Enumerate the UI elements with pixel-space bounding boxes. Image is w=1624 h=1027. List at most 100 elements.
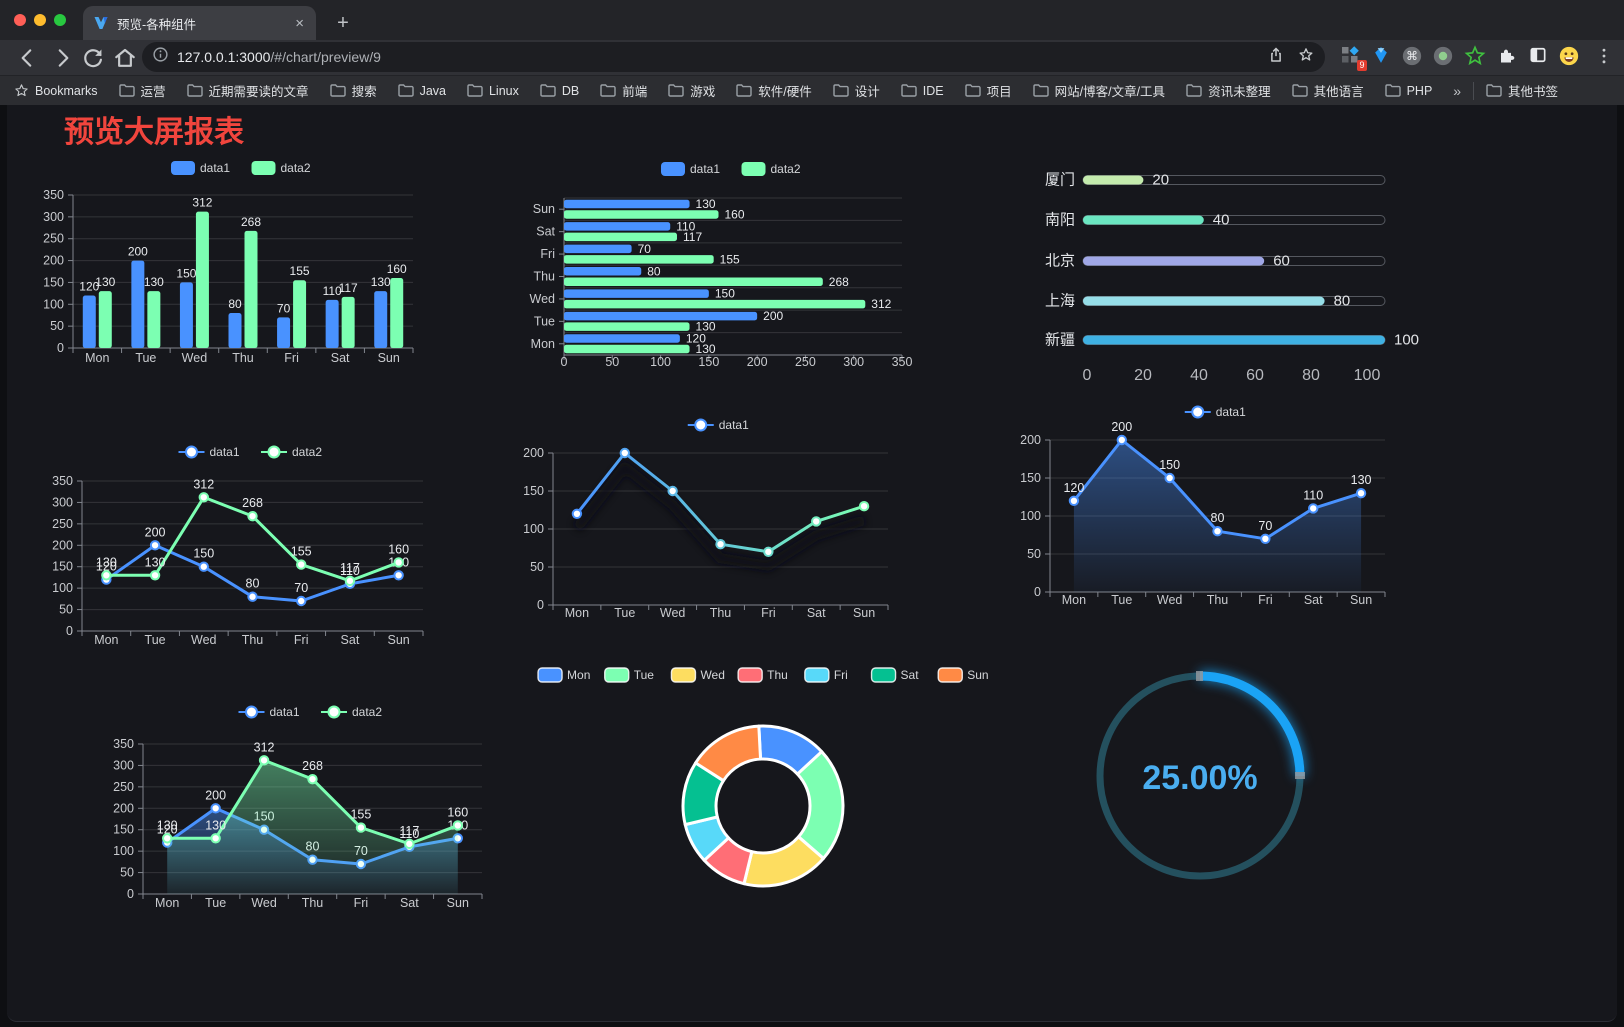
bookmark-item[interactable]: PHP: [1384, 84, 1432, 98]
site-info-icon[interactable]: [152, 46, 169, 68]
bookmark-item[interactable]: 资讯未整理: [1186, 81, 1271, 100]
folder-icon: [1186, 84, 1202, 97]
svg-text:100: 100: [1020, 509, 1041, 523]
svg-text:150: 150: [698, 355, 719, 369]
svg-text:155: 155: [291, 545, 312, 559]
svg-text:Wed: Wed: [1157, 593, 1183, 607]
window-minimize-button[interactable]: [34, 14, 46, 26]
svg-text:50: 50: [120, 866, 134, 880]
svg-text:Fri: Fri: [284, 351, 299, 365]
svg-text:300: 300: [843, 355, 864, 369]
bookmark-item[interactable]: Linux: [467, 84, 519, 98]
svg-text:Tue: Tue: [145, 633, 166, 647]
tab-close-icon[interactable]: ×: [295, 14, 304, 32]
bookmark-item[interactable]: 软件/硬件: [736, 81, 812, 100]
svg-text:Fri: Fri: [354, 896, 369, 910]
svg-text:Wed: Wed: [251, 896, 277, 910]
extension-command-icon[interactable]: ⌘: [1401, 45, 1423, 67]
window-close-button[interactable]: [14, 14, 26, 26]
svg-text:Sat: Sat: [341, 633, 360, 647]
svg-text:130: 130: [96, 555, 117, 569]
bookmark-item[interactable]: Bookmarks: [14, 83, 98, 98]
profile-emoji-icon[interactable]: [1558, 45, 1580, 67]
page-content: 预览大屏报表 data1 data2 0 50 100 150 200 250 300 350 Mo…: [7, 105, 1617, 1022]
svg-text:Tue: Tue: [1111, 593, 1132, 607]
bookmark-item[interactable]: 项目: [964, 81, 1012, 100]
svg-text:Sat: Sat: [400, 896, 419, 910]
bookmark-item[interactable]: 前端: [600, 81, 647, 100]
svg-text:312: 312: [192, 196, 212, 210]
svg-text:Thu: Thu: [232, 351, 254, 365]
svg-text:150: 150: [113, 823, 134, 837]
svg-text:150: 150: [52, 560, 73, 574]
svg-text:Sat: Sat: [807, 606, 826, 620]
bookmark-item[interactable]: 游戏: [668, 81, 715, 100]
svg-text:data1: data1: [270, 705, 300, 719]
svg-text:data2: data2: [352, 705, 382, 719]
forward-icon[interactable]: [50, 45, 76, 71]
bookmark-item[interactable]: 网站/博客/文章/工具: [1032, 81, 1165, 100]
reload-icon[interactable]: [80, 45, 106, 71]
browser-tab[interactable]: 预览-各种组件 ×: [83, 6, 316, 40]
folder-icon: [397, 84, 414, 97]
extension-dot-icon[interactable]: [1432, 45, 1454, 67]
address-bar[interactable]: 127.0.0.1:3000/#/chart/preview/9: [142, 42, 1325, 72]
folder-icon: [1291, 84, 1308, 97]
bookmark-item[interactable]: IDE: [901, 84, 944, 98]
back-icon[interactable]: [14, 45, 40, 71]
svg-text:Wed: Wed: [700, 668, 724, 682]
extension-gem-icon[interactable]: [1371, 45, 1393, 67]
svg-text:110: 110: [1303, 488, 1323, 502]
svg-text:100: 100: [1354, 367, 1381, 384]
new-tab-button[interactable]: +: [337, 12, 349, 34]
svg-text:110: 110: [676, 219, 695, 233]
svg-text:268: 268: [302, 759, 323, 773]
svg-text:50: 50: [50, 319, 64, 333]
svg-text:200: 200: [43, 254, 64, 268]
extension-star-icon[interactable]: [1464, 45, 1486, 67]
svg-text:Sat: Sat: [331, 351, 350, 365]
bookmark-item[interactable]: 搜索: [329, 81, 377, 100]
svg-text:Wed: Wed: [530, 292, 556, 306]
svg-text:300: 300: [113, 758, 134, 772]
extensions-puzzle-icon[interactable]: [1496, 45, 1518, 67]
bookmark-item[interactable]: Java: [397, 84, 446, 98]
bookmark-item[interactable]: 设计: [833, 81, 880, 100]
svg-text:268: 268: [829, 275, 849, 289]
star-icon: [15, 84, 28, 97]
svg-text:350: 350: [52, 474, 73, 488]
folder-icon: [467, 84, 483, 97]
other-bookmarks[interactable]: 其他书签: [1486, 81, 1558, 100]
svg-text:100: 100: [113, 844, 134, 858]
folder-icon: [964, 84, 981, 97]
svg-text:200: 200: [747, 355, 768, 369]
sidebar-panel-icon[interactable]: [1528, 45, 1550, 67]
extension-grid-icon[interactable]: 9: [1340, 45, 1367, 71]
area-single-chart: data1 0 50 100 150 200 Mon Tue Wed Thu Fri Sat Sun 12…: [1020, 405, 1386, 607]
line-grouped-chart: data1 data2 0 50 100 150 200 250 300 350 Mon Tue Wed…: [52, 445, 424, 647]
folder-icon: [329, 84, 346, 97]
share-icon[interactable]: [1267, 46, 1285, 69]
svg-text:80: 80: [1211, 511, 1225, 525]
window-zoom-button[interactable]: [54, 14, 66, 26]
svg-text:Mon: Mon: [531, 337, 555, 351]
svg-text:155: 155: [720, 252, 740, 266]
bookmark-star-icon[interactable]: [1297, 46, 1315, 69]
folder-icon: [833, 84, 849, 97]
bookmark-item[interactable]: 近期需要读的文章: [186, 81, 309, 100]
bookmark-item[interactable]: DB: [540, 84, 579, 98]
folder-icon: [736, 84, 752, 97]
svg-text:80: 80: [1302, 367, 1320, 384]
svg-text:117: 117: [683, 230, 702, 244]
bookmarks-divider: [1472, 81, 1474, 100]
bookmarks-overflow-chevron[interactable]: »: [1453, 82, 1461, 99]
home-icon[interactable]: [112, 45, 138, 71]
svg-text:50: 50: [605, 355, 619, 369]
bookmark-item[interactable]: 其他语言: [1291, 81, 1364, 100]
bookmark-item[interactable]: 运营: [118, 81, 166, 100]
browser-menu-icon[interactable]: [1594, 45, 1616, 67]
svg-text:150: 150: [176, 266, 196, 280]
page-title: 预览大屏报表: [64, 116, 244, 149]
svg-text:0: 0: [537, 598, 544, 612]
svg-text:120: 120: [686, 332, 706, 346]
